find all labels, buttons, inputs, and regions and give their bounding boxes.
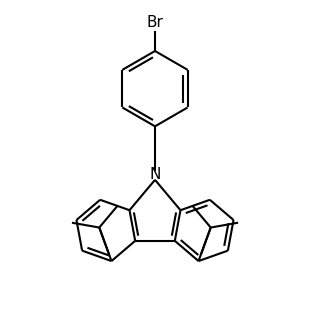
Text: N: N	[149, 168, 161, 182]
Text: Br: Br	[147, 15, 163, 30]
